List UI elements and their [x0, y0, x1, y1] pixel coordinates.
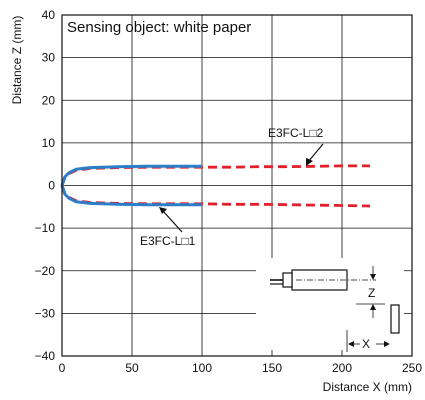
y-tick-label: 40 — [42, 8, 56, 22]
z-arrowhead — [370, 304, 376, 310]
sensor-diagram: ZX — [256, 258, 404, 352]
x-tick-label: 0 — [59, 361, 66, 375]
y-tick-label: 10 — [42, 136, 56, 150]
x-tick-label: 150 — [262, 361, 282, 375]
series-line-1-upper — [60, 164, 370, 186]
leader-arrowhead — [306, 158, 313, 166]
z-label: Z — [368, 286, 375, 300]
series-label: E3FC-L□2 — [268, 126, 324, 140]
y-tick-label: −10 — [35, 221, 56, 235]
series-layer — [60, 164, 371, 208]
x-tick-label: 100 — [192, 361, 212, 375]
y-tick-label: −30 — [35, 306, 56, 320]
x-tick-label: 50 — [125, 361, 139, 375]
x-label: X — [362, 337, 370, 351]
annotation-title: Sensing object: white paper — [67, 19, 251, 36]
x-axis-label: Distance X (mm) — [323, 380, 412, 394]
series-labels: E3FC-L□2 E3FC-L□1 — [140, 126, 324, 248]
leader-line — [307, 143, 324, 163]
series-line-2-lower — [60, 185, 202, 207]
target-object — [390, 304, 400, 334]
y-tick-label: −40 — [35, 349, 56, 363]
series-line-2-upper — [60, 164, 202, 186]
y-axis-label: Distance Z (mm) — [10, 16, 24, 105]
x-tick-label: 200 — [332, 361, 352, 375]
series-label: E3FC-L□1 — [140, 234, 196, 248]
leader-arrowhead — [159, 207, 167, 214]
sensor-collar — [282, 272, 293, 288]
z-arrowhead — [370, 274, 376, 280]
plot-frame — [61, 14, 413, 357]
leader-line — [162, 210, 183, 233]
y-tick-label: 20 — [42, 93, 56, 107]
y-tick-label: −20 — [35, 264, 56, 278]
y-tick-label: 0 — [48, 179, 55, 193]
y-tick-label: 30 — [42, 51, 56, 65]
x-arrowhead — [384, 341, 390, 347]
x-arrowhead — [348, 341, 354, 347]
x-tick-label: 250 — [402, 361, 422, 375]
